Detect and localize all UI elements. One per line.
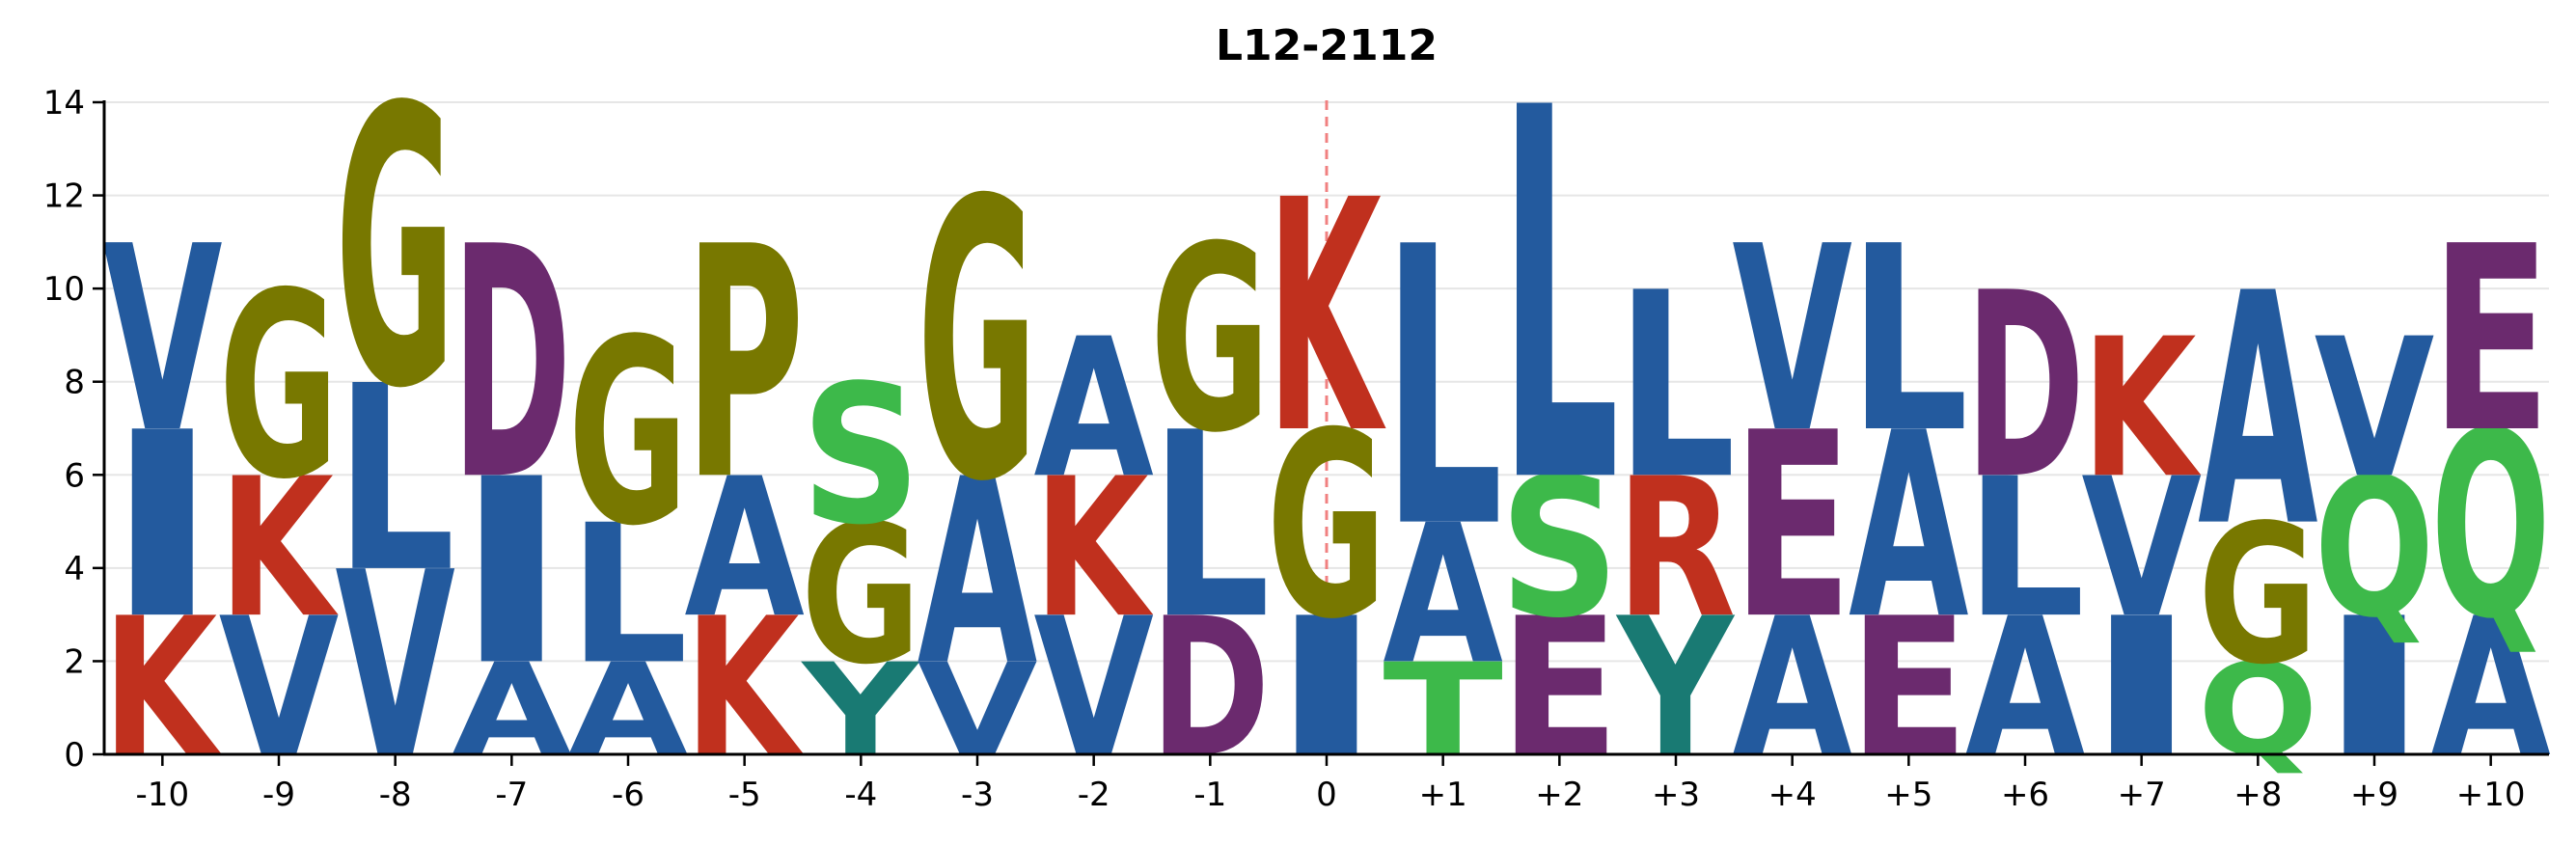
x-tick-label: +3 [1652,776,1700,814]
logo-letter: K [1033,437,1153,660]
logo-stack-+7: IVK [2081,297,2202,800]
logo-letter: E [2430,191,2551,489]
y-tick-label: 2 [64,642,85,681]
x-tick-label: 0 [1316,776,1337,814]
logo-letter: V [102,192,223,489]
logo-stack--7: AID [452,179,572,785]
logo-letter: A [1033,297,1154,521]
logo-stack--1: DLG [1150,192,1271,801]
x-tick-label: +5 [1884,776,1932,814]
logo-letter: A [684,437,805,661]
x-tick-label: -4 [844,776,877,814]
logo-letter: A [918,424,1038,722]
y-tick-label: 10 [43,270,85,309]
logo-letter: A [2198,227,2319,597]
logo-letter: G [801,483,921,706]
x-tick-label: -6 [612,776,644,814]
logo-stack--3: VAG [918,120,1038,785]
logo-stack-+5: EAL [1849,191,1969,800]
logo-letter: A [1383,483,1503,707]
logo-letter: P [684,180,805,552]
logo-letter: G [1267,378,1387,675]
logo-letter: V [1732,192,1852,489]
logo-letter: E [1732,377,1852,675]
logo-letter: K [219,437,339,660]
logo-letter: G [568,285,689,582]
x-tick-label: +1 [1419,776,1467,814]
logo-letter: D [1965,237,2086,535]
logo-letter: D [452,179,572,551]
logo-letter: Q [2430,378,2551,675]
y-tick-label: 6 [64,456,85,495]
x-tick-label: +2 [1535,776,1583,814]
x-tick-label: -8 [379,776,412,814]
x-tick-label: +10 [2456,776,2526,814]
y-tick-label: 0 [64,736,85,775]
logo-letter: R [1616,437,1737,660]
logo-letter: L [335,331,455,628]
x-tick-label: +8 [2233,776,2282,814]
logo-stack-+3: YRL [1616,238,1737,801]
logo-stack--5: KAP [684,180,805,800]
logo-stack-+1: TAL [1383,167,1503,785]
logo-stack--10: KIV [102,192,223,800]
x-tick-label: -9 [262,776,295,814]
logo-letter: G [335,26,455,472]
logo-letter: L [1499,3,1620,597]
logo-letter: G [918,120,1038,565]
logo-stack-0: IGK [1267,133,1387,800]
logo-letter: L [1849,191,1969,488]
logo-letter: A [1849,378,1969,675]
logo-stack-+2: ESL [1499,3,1620,800]
x-tick-label: -10 [136,776,190,814]
logo-letter: V [2081,437,2202,661]
x-tick-label: +6 [2001,776,2049,814]
logo-letter: L [568,484,689,707]
x-tick-label: -5 [728,776,761,814]
logo-letter: L [1383,167,1503,613]
y-tick-label: 14 [43,84,85,123]
logo-stacks: KIVVKGVLGAIDALGKAPYGSVAGVKADLGIGKTALESLY… [102,3,2551,815]
x-tick-label: +7 [2118,776,2166,814]
logo-letter: S [801,343,921,566]
logo-letter: I [102,378,223,675]
logo-stack-+9: IQV [2315,297,2435,800]
y-tick-label: 4 [64,550,85,588]
logo-letter: Q [2315,438,2435,661]
logo-stack-+4: AEV [1732,192,1852,801]
logo-stack--8: VLG [335,26,455,815]
logo-stack--4: YGS [801,343,921,785]
logo-letter: G [2198,483,2318,706]
logo-letter: L [1150,377,1271,674]
y-tick-label: 8 [64,364,85,402]
x-tick-label: +9 [2350,776,2398,814]
y-tick-label: 12 [43,177,85,216]
x-tick-label: +4 [1768,776,1817,814]
logo-stack--6: ALG [568,285,689,784]
logo-letter: G [1150,192,1271,489]
x-tick-label: -2 [1078,776,1110,814]
logo-letter: V [2315,297,2435,521]
logo-letter: L [1616,238,1737,535]
logo-letter: K [2081,297,2201,520]
logo-stack-+10: AQE [2430,191,2551,800]
chart-title: L12-2112 [1216,21,1438,70]
logo-letter: I [452,425,572,722]
x-tick-label: -1 [1193,776,1226,814]
logo-stack--2: VKA [1033,297,1154,800]
logo-letter: L [1965,438,2086,661]
logo-letter: S [1499,437,1620,660]
logo-letter: K [1267,133,1387,504]
logo-stack--9: VKG [219,238,340,800]
logo-stack-+8: QGA [2198,227,2319,784]
x-tick-label: -7 [495,776,528,814]
logo-letter: G [219,238,340,535]
logo-stack-+6: ALD [1965,237,2086,800]
x-tick-label: -3 [961,776,994,814]
